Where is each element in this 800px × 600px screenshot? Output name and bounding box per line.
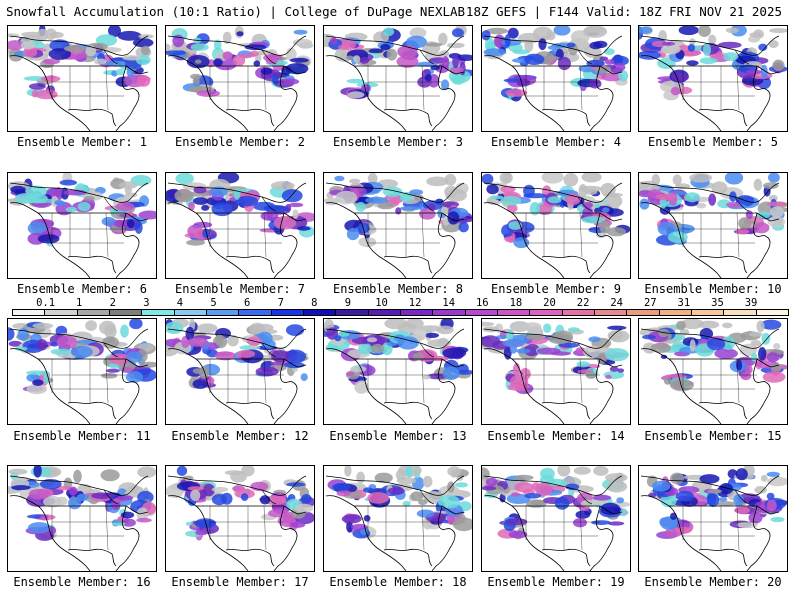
colorbar-tick-label: 7 — [277, 297, 284, 309]
member-label: Ensemble Member: 5 — [647, 135, 779, 149]
member-map-panel — [481, 25, 631, 132]
colorbar-tick-label: 4 — [176, 297, 184, 309]
member-label: Ensemble Member: 7 — [174, 282, 306, 296]
colorbar-swatch — [561, 309, 595, 316]
colorbar-tick-label: 2 — [109, 297, 116, 309]
colorbar-swatch — [141, 309, 175, 316]
member-map-panel — [481, 465, 631, 572]
member-label: Ensemble Member: 10 — [644, 282, 782, 296]
colorbar-tick-label: 0.1 — [36, 297, 56, 309]
colorbar-swatch — [206, 309, 240, 316]
member-map-panel — [481, 318, 631, 425]
colorbar-tick-label: 3 — [143, 297, 150, 309]
member-label: Ensemble Member: 16 — [13, 575, 151, 589]
member-label: Ensemble Member: 8 — [332, 282, 464, 296]
colorbar-swatch — [658, 309, 692, 316]
colorbar-swatch — [497, 309, 531, 316]
colorbar-swatch — [76, 309, 110, 316]
colorbar-swatch — [44, 309, 78, 316]
colorbar-swatch — [238, 309, 272, 316]
colorbar-swatch — [335, 309, 369, 316]
colorbar-swatch — [12, 309, 46, 316]
member-map-panel — [481, 172, 631, 279]
member-map-panel — [7, 172, 157, 279]
member-label: Ensemble Member: 19 — [487, 575, 625, 589]
colorbar-swatch — [270, 309, 304, 316]
member-label: Ensemble Member: 4 — [490, 135, 622, 149]
colorbar-tick-label: 9 — [344, 297, 352, 309]
member-map-panel — [323, 25, 473, 132]
colorbar-swatch — [367, 309, 401, 316]
member-map-panel — [638, 465, 788, 572]
colorbar-tick-label: 14 — [442, 297, 456, 309]
member-label: Ensemble Member: 20 — [644, 575, 782, 589]
colorbar-swatch — [432, 309, 466, 316]
member-map-panel — [165, 172, 315, 279]
member-map-panel — [165, 25, 315, 132]
member-map-panel — [323, 465, 473, 572]
colorbar-tick-label: 39 — [744, 297, 758, 309]
colorbar-tick-label: 6 — [243, 297, 251, 309]
member-map-panel — [638, 172, 788, 279]
member-map-panel — [638, 318, 788, 425]
colorbar-swatch — [400, 309, 434, 316]
colorbar-swatch — [173, 309, 207, 316]
member-map-panel — [638, 25, 788, 132]
member-label: Ensemble Member: 12 — [171, 429, 309, 443]
colorbar-tick-label: 35 — [711, 297, 724, 309]
member-map-panel — [323, 318, 473, 425]
colorbar-tick-label: 18 — [509, 297, 523, 309]
member-map-panel — [323, 172, 473, 279]
colorbar-swatch — [691, 309, 725, 316]
colorbar-swatch — [594, 309, 628, 316]
member-label: Ensemble Member: 13 — [329, 429, 467, 443]
colorbar-tick-label: 24 — [610, 297, 623, 309]
colorbar-swatch — [109, 309, 143, 316]
colorbar-swatch — [303, 309, 337, 316]
member-map-panel — [7, 465, 157, 572]
member-label: Ensemble Member: 17 — [171, 575, 309, 589]
member-label: Ensemble Member: 14 — [487, 429, 625, 443]
snowfall-colorbar: 0.1 1 2 3 4 5 6 7 8 9 10 12 14 16 18 20 22 24 27 31 35 39 — [12, 297, 789, 318]
member-map-panel — [7, 25, 157, 132]
colorbar-tick-label: 10 — [375, 297, 388, 309]
member-label: Ensemble Member: 15 — [644, 429, 782, 443]
colorbar-tick-label: 1 — [76, 297, 83, 309]
colorbar-tick-label: 20 — [543, 297, 556, 309]
colorbar-tick-label: 5 — [210, 297, 217, 309]
member-map-panel — [165, 465, 315, 572]
colorbar-tick-label: 31 — [677, 297, 691, 309]
colorbar-swatch — [464, 309, 498, 316]
colorbar-tick-label: 12 — [408, 297, 422, 309]
colorbar-tick-label: 16 — [475, 297, 489, 309]
colorbar-swatch — [723, 309, 757, 316]
member-label: Ensemble Member: 18 — [329, 575, 467, 589]
colorbar-tick-label: 22 — [576, 297, 590, 309]
map-title: Snowfall Accumulation (10:1 Ratio) | Col… — [6, 4, 466, 19]
member-label: Ensemble Member: 9 — [490, 282, 622, 296]
member-map-panel — [7, 318, 157, 425]
colorbar-swatch — [626, 309, 660, 316]
colorbar-tick-label: 27 — [643, 297, 657, 309]
member-label: Ensemble Member: 1 — [16, 135, 148, 149]
model-valid-time: 18Z GEFS | F144 Valid: 18Z FRI NOV 21 20… — [465, 4, 782, 19]
member-label: Ensemble Member: 11 — [13, 429, 151, 443]
colorbar-swatch — [755, 309, 789, 316]
member-map-panel — [165, 318, 315, 425]
colorbar-tick-label: 8 — [311, 297, 318, 309]
member-label: Ensemble Member: 3 — [332, 135, 464, 149]
colorbar-swatch — [529, 309, 563, 316]
member-label: Ensemble Member: 6 — [16, 282, 148, 296]
member-label: Ensemble Member: 2 — [174, 135, 306, 149]
